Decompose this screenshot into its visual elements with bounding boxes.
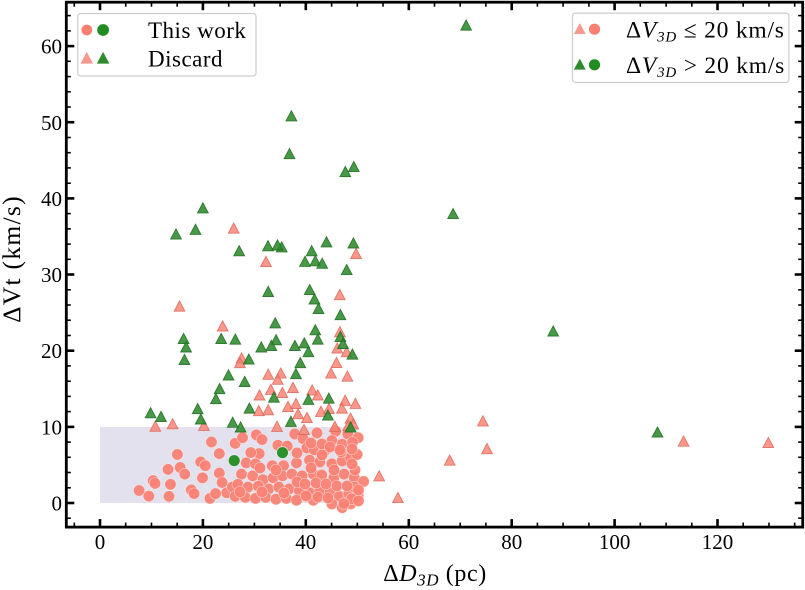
svg-text:ΔV3D > 20 km/s: ΔV3D > 20 km/s — [626, 53, 785, 81]
svg-text:20: 20 — [41, 339, 62, 363]
svg-text:ΔV3D ≤ 20 km/s: ΔV3D ≤ 20 km/s — [626, 18, 785, 46]
svg-text:20: 20 — [192, 530, 213, 554]
svg-text:100: 100 — [599, 530, 631, 554]
svg-text:ΔVt (km/s): ΔVt (km/s) — [0, 195, 26, 323]
svg-text:50: 50 — [41, 111, 62, 135]
svg-text:Discard: Discard — [148, 47, 223, 72]
svg-text:60: 60 — [41, 35, 62, 59]
svg-text:120: 120 — [702, 530, 734, 554]
svg-text:60: 60 — [398, 530, 419, 554]
svg-text:30: 30 — [41, 263, 62, 287]
svg-text:40: 40 — [41, 187, 62, 211]
svg-text:10: 10 — [41, 415, 62, 439]
svg-text:80: 80 — [501, 530, 522, 554]
svg-text:40: 40 — [295, 530, 316, 554]
svg-text:This work: This work — [148, 18, 246, 43]
svg-text:0: 0 — [52, 492, 63, 516]
svg-text:0: 0 — [95, 530, 106, 554]
